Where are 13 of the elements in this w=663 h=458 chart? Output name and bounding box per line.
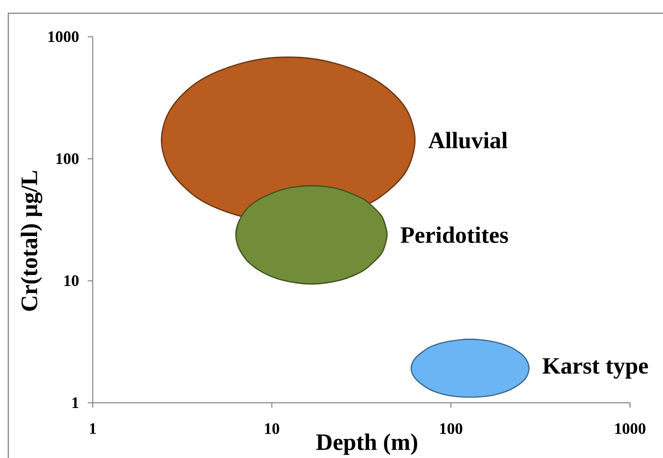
x-tick-label: 10 [265, 423, 280, 434]
x-tick-label: 100 [440, 423, 462, 434]
x-axis-title: Depth (m) [316, 434, 418, 455]
annotation: Karst type [542, 358, 648, 379]
y-axis-title: Cr(total) µg/L [20, 170, 42, 311]
y-tick-label: 1000 [48, 31, 79, 42]
x-tick-label: 1000 [615, 423, 646, 434]
annotation: Peridotites [400, 226, 508, 244]
y-tick-label: 100 [56, 153, 79, 164]
x-tick-label: 1 [90, 423, 96, 434]
annotation: Alluvial [428, 132, 508, 148]
y-tick-label: 10 [64, 275, 79, 286]
y-tick-label: 1 [72, 397, 78, 408]
